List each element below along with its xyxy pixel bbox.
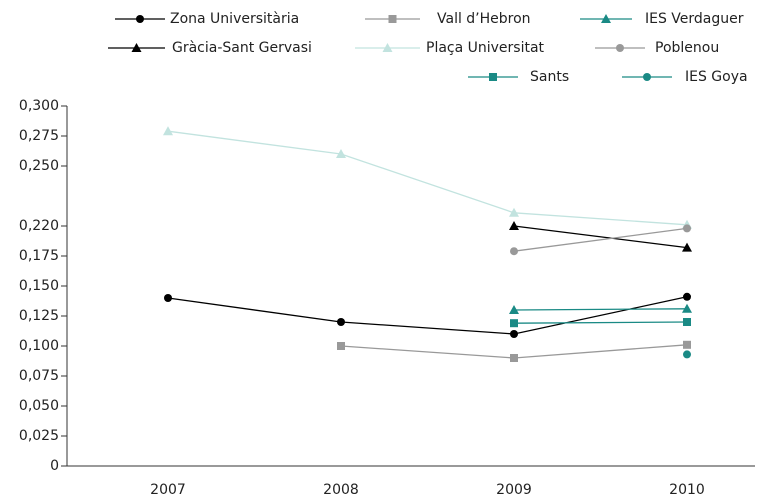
legend-label: Sants [530,69,569,85]
series-line [513,308,688,311]
legend-marker [382,43,393,52]
y-tick-label: 0 [50,458,59,474]
point [683,340,691,349]
y-tick-label: 0,150 [19,278,59,294]
point [683,292,691,301]
point [510,354,518,362]
x-tick-label: 2009 [496,482,532,498]
x-tick-label: 2007 [150,482,186,498]
legend-label: Poblenou [655,40,719,56]
legend-label: IES Goya [685,69,748,85]
legend-marker [136,15,144,23]
y-tick-label: 0,100 [19,338,59,354]
legend-marker [388,15,397,23]
series-line [167,130,688,226]
point [682,242,692,252]
y-tick-label: 0,025 [19,428,59,444]
point [336,149,346,158]
legend-marker [643,73,651,81]
point [683,318,691,326]
y-tick-label: 0,075 [19,368,59,384]
series-line [513,321,688,324]
point [337,318,345,326]
legend-label: Gràcia-Sant Gervasi [172,40,312,56]
point [509,305,519,314]
y-tick-label: 0,250 [19,158,59,174]
y-tick-label: 0,300 [19,98,59,114]
point [164,294,172,302]
point [683,224,691,233]
point [510,247,518,256]
series-line [513,227,688,252]
y-tick-label: 0,175 [19,248,59,264]
point [510,319,518,328]
legend-marker [601,14,611,23]
series-line [167,296,688,335]
legend-label: Plaça Universitat [426,40,545,56]
legend-marker [131,43,142,52]
point [510,330,518,338]
y-tick-label: 0,050 [19,398,59,414]
legend-marker [489,73,497,81]
y-tick-label: 0,275 [19,128,59,144]
point [509,221,519,230]
legend-label: Vall d’Hebron [437,11,531,27]
point [337,342,345,350]
point [509,207,519,217]
point [163,126,173,136]
point [683,350,691,359]
legend-marker [616,44,624,52]
legend-label: IES Verdaguer [645,11,744,27]
x-tick-label: 2008 [323,482,359,498]
legend-label: Zona Universitària [170,11,299,27]
series-line [513,225,688,249]
y-tick-label: 0,220 [19,218,59,234]
x-tick-label: 2010 [669,482,705,498]
y-tick-label: 0,125 [19,308,59,324]
point [682,303,692,313]
